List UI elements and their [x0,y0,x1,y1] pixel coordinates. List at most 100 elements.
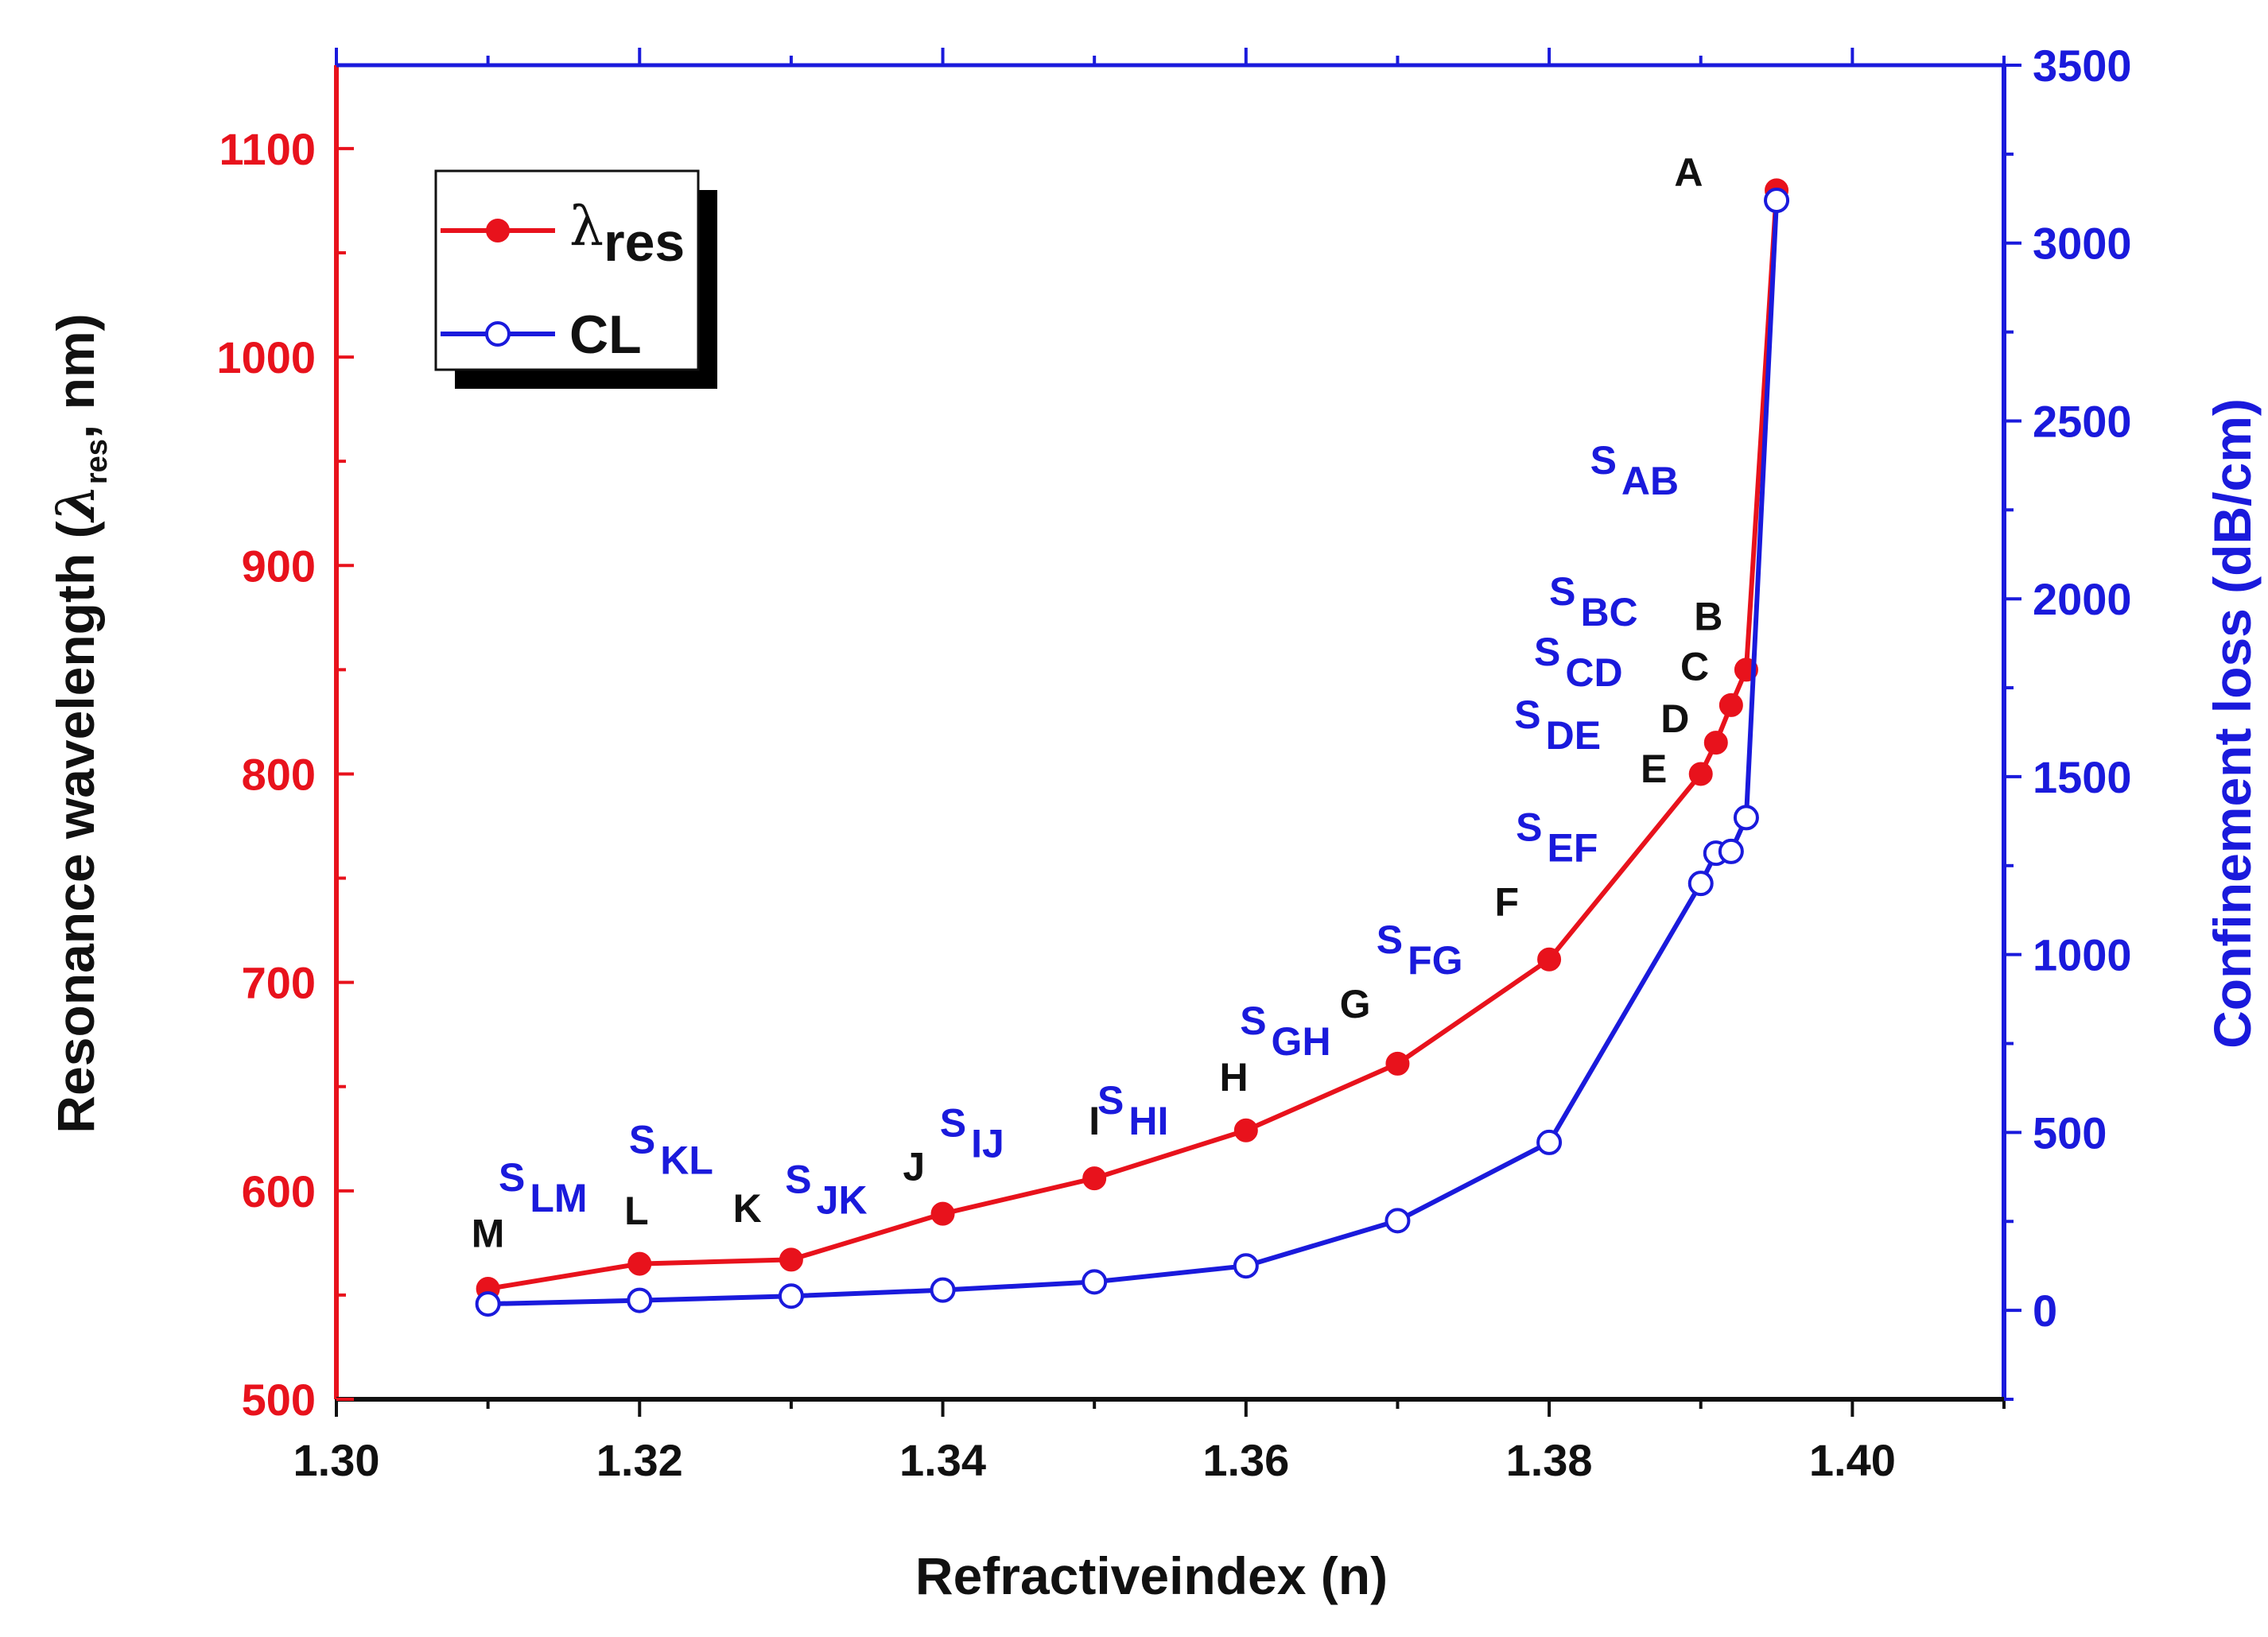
segment-label: S GH [1240,999,1330,1064]
left-y-tick-label: 900 [242,541,316,591]
left-y-tick-label: 1100 [219,124,317,174]
right-y-tick-label: 1000 [2033,930,2132,980]
segment-label-sub: AB [1621,459,1679,503]
x-tick-label: 1.40 [1809,1435,1896,1485]
right-y-tick-label: 3500 [2033,41,2132,91]
legend: λres CL [434,169,717,389]
point-label: H [1220,1055,1249,1100]
confinement-loss-point [1733,805,1759,831]
left-y-tick-label: 500 [242,1375,316,1425]
segment-label: S IJ [940,1101,1004,1166]
legend-cl-marker [485,321,511,347]
segment-label-sub: CD [1565,650,1622,695]
segment-label-sub: IJ [971,1122,1004,1166]
segment-label: S CD [1534,630,1623,695]
confinement-loss-point [1718,838,1744,864]
resonance-wavelength-point [1537,947,1562,972]
resonance-wavelength-point [930,1201,955,1226]
resonance-wavelength-point [1718,692,1743,717]
segment-label-s: S [1377,917,1403,962]
segment-label-s: S [1514,692,1540,737]
legend-cl-label: CL [569,305,642,365]
point-label: M [472,1212,505,1256]
x-tick-label: 1.36 [1202,1435,1289,1485]
resonance-wavelength-point [1082,1166,1107,1191]
confinement-loss-point [1536,1129,1563,1155]
segment-label-sub: FG [1408,938,1462,983]
left-y-axis-title: Resonance wavelength (λres, nm) [45,313,114,1133]
segment-label: S BC [1549,569,1638,634]
point-label: A [1674,150,1703,195]
legend-resonance-marker [486,219,510,242]
segment-label-s: S [499,1155,525,1200]
segment-label-s: S [1516,805,1542,849]
confinement-loss-point [1764,188,1790,214]
segment-label: S KL [629,1118,713,1183]
point-label: G [1340,982,1371,1026]
segment-label: S HI [1097,1078,1168,1143]
legend-resonance-label: λres [569,196,685,273]
axes: 1.30 1.32 1.34 1.36 1.38 1.40 500 600 700 800 900 1… [216,41,2131,1485]
segment-label: S EF [1516,805,1598,870]
resonance-wavelength-point [1233,1118,1258,1142]
legend-lambda-sub: res [604,212,685,273]
legend-lambda: λ [569,196,604,258]
segment-label-s: S [1534,630,1560,674]
segment-label: S LM [499,1155,588,1220]
left-y-axis-title-symbol: λ [45,484,107,523]
right-y-tick-label: 1500 [2033,752,2132,802]
right-y-tick-label: 3000 [2033,219,2132,269]
point-label: I [1089,1099,1100,1143]
right-y-tick-label: 2000 [2033,574,2132,624]
x-tick-label: 1.32 [596,1435,683,1485]
confinement-loss-point [930,1277,956,1303]
confinement-loss-point [778,1283,804,1309]
segment-label-s: S [940,1101,966,1146]
x-axis-title: Refractiveindex (n) [915,1546,1388,1605]
x-tick-label: 1.38 [1506,1435,1593,1485]
confinement-loss-point [1687,871,1714,897]
segment-label-sub: HI [1128,1099,1168,1143]
point-label: B [1694,595,1722,639]
point-label: C [1680,644,1709,689]
confinement-loss-point [1384,1208,1411,1234]
point-label: F [1494,880,1519,925]
left-y-axis-title-sub: res [80,439,114,484]
segment-label: S DE [1514,692,1601,758]
left-y-tick-label: 600 [242,1166,316,1216]
segment-label-sub: BC [1580,590,1637,634]
resonance-wavelength-point [1688,762,1713,786]
left-y-tick-label: 800 [242,749,316,799]
segment-label-sub: EF [1548,825,1598,870]
x-tick-label: 1.34 [899,1435,986,1485]
segment-label-sub: GH [1272,1019,1331,1064]
confinement-loss-point [1082,1269,1108,1295]
segment-label-sub: DE [1546,713,1601,758]
segment-label-sub: JK [817,1177,868,1222]
x-tick-label: 1.30 [293,1435,380,1485]
confinement-loss-point [627,1287,653,1313]
confinement-loss-point [475,1291,501,1317]
right-y-tick-label: 0 [2033,1286,2057,1336]
left-y-axis-title-tail: , nm) [46,313,105,439]
point-label: L [624,1189,649,1233]
point-label: K [733,1186,762,1231]
point-label: D [1660,696,1689,741]
segment-label-s: S [785,1157,811,1201]
segment-label-s: S [1097,1078,1124,1123]
right-y-axis-title: Confinement loss (dB/cm) [2203,398,2262,1049]
left-y-axis-title-main: Resonance wavelength ( [46,521,105,1133]
segment-label-sub: LM [530,1176,587,1220]
segment-label: S AB [1590,438,1680,503]
axis-titles: Refractiveindex (n) Resonance wavelength… [45,313,2262,1605]
left-y-tick-label: 700 [242,958,316,1008]
segment-label-s: S [1240,999,1266,1043]
right-y-tick-label: 500 [2033,1107,2107,1158]
confinement-loss-point [1233,1253,1259,1279]
segment-label: S JK [785,1157,867,1222]
segment-label-sub: KL [660,1139,713,1183]
segment-label: S FG [1377,917,1463,983]
segment-label-s: S [1590,438,1617,483]
